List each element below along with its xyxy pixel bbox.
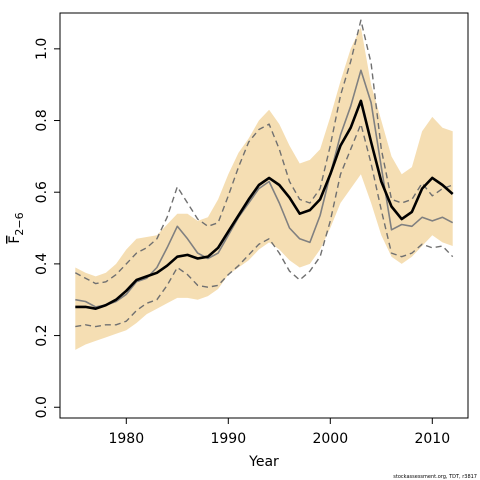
plot-frame [59,12,469,419]
series-lines [74,19,454,328]
svg-text:F2−6: F2−6 [7,212,26,243]
y-axis-title: F2−6 [7,212,26,243]
series-line-3 [75,123,454,328]
y-axis: 0.0 0.2 0.4 0.6 0.8 1.0 [34,38,60,418]
series-line-1 [75,69,454,308]
y-tick-label-0.8: 0.8 [34,109,50,131]
credit-text: stockassessment.org, TDT, r3817 [393,474,477,480]
x-tick-label-2010: 2010 [414,431,450,447]
y-tick-label-0.6: 0.6 [34,181,50,203]
x-tick-label-1980: 1980 [108,431,144,447]
x-tick-label-1990: 1990 [210,431,246,447]
y-axis-title-subscript: 2−6 [13,212,26,235]
y-tick-label-0.2: 0.2 [34,324,50,346]
y-axis-title-main: F [7,236,23,244]
series-line-0 [75,99,454,311]
y-tick-label-0.4: 0.4 [34,253,50,275]
y-tick-label-0.0: 0.0 [34,396,50,418]
y-tick-label-1.0: 1.0 [34,38,50,60]
confidence-band [75,27,453,350]
x-axis-title: Year [248,454,279,470]
x-tick-label-2000: 2000 [312,431,348,447]
confidence-band-area [75,27,453,350]
x-axis: 1980 1990 2000 2010 [108,418,450,447]
